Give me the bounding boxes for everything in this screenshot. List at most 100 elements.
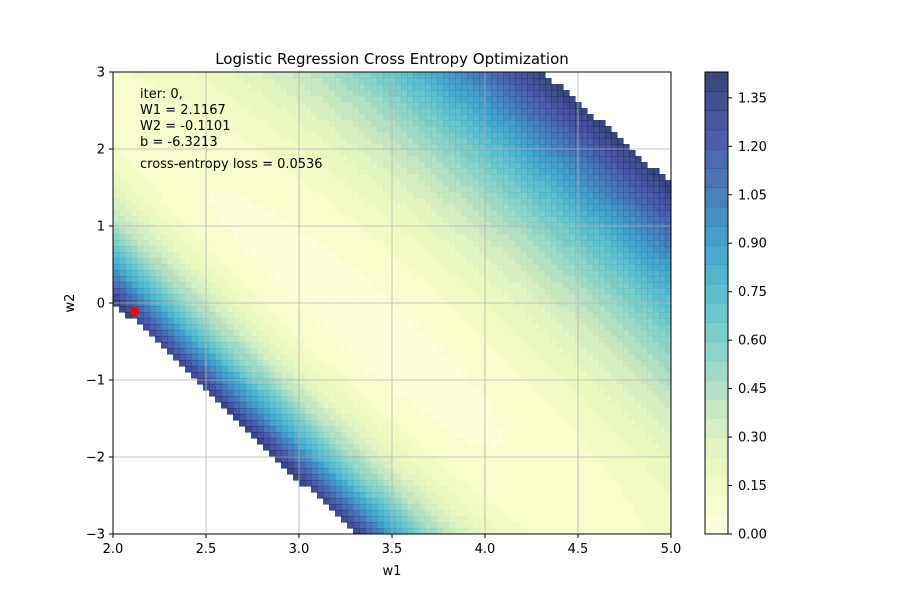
contour-cell [623, 372, 630, 379]
contour-cell [551, 384, 558, 391]
contour-cell [539, 168, 546, 175]
contour-cell [587, 408, 594, 415]
contour-cell [437, 138, 444, 145]
contour-cell [551, 276, 558, 283]
contour-cell [149, 162, 156, 169]
contour-cell [149, 306, 156, 313]
contour-cell [305, 294, 312, 301]
contour-cell [179, 252, 186, 259]
contour-cell [275, 246, 282, 253]
contour-cell [251, 396, 258, 403]
contour-cell [299, 204, 306, 211]
contour-cell [335, 306, 342, 313]
contour-cell [323, 240, 330, 247]
contour-cell [497, 354, 504, 361]
contour-cell [245, 372, 252, 379]
contour-cell [335, 96, 342, 103]
contour-cell [665, 228, 671, 235]
contour-cell [473, 402, 480, 409]
contour-cell [395, 156, 402, 163]
contour-cell [659, 192, 666, 199]
contour-cell [635, 186, 642, 193]
contour-cell [515, 360, 522, 367]
contour-cell [371, 324, 378, 331]
contour-cell [437, 72, 444, 79]
contour-cell [617, 414, 624, 421]
contour-cell [317, 384, 324, 391]
contour-cell [353, 408, 360, 415]
contour-cell [557, 96, 564, 103]
contour-cell [311, 288, 318, 295]
contour-cell [527, 390, 534, 397]
contour-cell [395, 402, 402, 409]
contour-cell [329, 402, 336, 409]
contour-cell [365, 120, 372, 127]
contour-cell [455, 90, 462, 97]
contour-cell [455, 78, 462, 85]
contour-cell [347, 90, 354, 97]
contour-cell [419, 348, 426, 355]
contour-cell [413, 120, 420, 127]
contour-cell [551, 294, 558, 301]
contour-cell [665, 324, 671, 331]
contour-cell [497, 396, 504, 403]
contour-cell [377, 108, 384, 115]
contour-cell [647, 348, 654, 355]
contour-cell [521, 186, 528, 193]
contour-cell [233, 318, 240, 325]
contour-cell [119, 114, 126, 121]
contour-cell [593, 276, 600, 283]
contour-cell [521, 360, 528, 367]
contour-cell [443, 414, 450, 421]
contour-cell [419, 282, 426, 289]
contour-cell [623, 234, 630, 241]
contour-cell [215, 186, 222, 193]
contour-cell [191, 222, 198, 229]
contour-cell [353, 228, 360, 235]
contour-cell [365, 222, 372, 229]
contour-cell [293, 402, 300, 409]
contour-cell [509, 414, 516, 421]
contour-cell [443, 258, 450, 265]
contour-cell [305, 132, 312, 139]
contour-cell [167, 90, 174, 97]
contour-cell [533, 306, 540, 313]
contour-cell [299, 96, 306, 103]
contour-cell [557, 276, 564, 283]
contour-cell [137, 270, 144, 277]
contour-cell [137, 276, 144, 283]
contour-cell [323, 282, 330, 289]
contour-cell [245, 114, 252, 121]
contour-cell [257, 264, 264, 271]
contour-cell [137, 264, 144, 271]
contour-cell [149, 108, 156, 115]
contour-cell [557, 294, 564, 301]
contour-cell [365, 246, 372, 253]
contour-cell [617, 204, 624, 211]
contour-cell [569, 384, 576, 391]
contour-cell [269, 318, 276, 325]
contour-cell [179, 342, 186, 349]
contour-cell [233, 396, 240, 403]
contour-cell [173, 180, 180, 187]
contour-cell [443, 354, 450, 361]
contour-cell [311, 366, 318, 373]
contour-cell [611, 408, 618, 415]
contour-cell [383, 174, 390, 181]
contour-cell [161, 318, 168, 325]
contour-cell [533, 174, 540, 181]
contour-cell [569, 246, 576, 253]
contour-cell [263, 384, 270, 391]
contour-cell [221, 288, 228, 295]
contour-cell [371, 312, 378, 319]
contour-cell [359, 276, 366, 283]
contour-cell [365, 366, 372, 373]
contour-cell [461, 216, 468, 223]
contour-cell [155, 162, 162, 169]
contour-cell [437, 174, 444, 181]
contour-cell [581, 378, 588, 385]
contour-cell [155, 282, 162, 289]
contour-cell [533, 84, 540, 91]
contour-cell [623, 318, 630, 325]
contour-cell [461, 108, 468, 115]
